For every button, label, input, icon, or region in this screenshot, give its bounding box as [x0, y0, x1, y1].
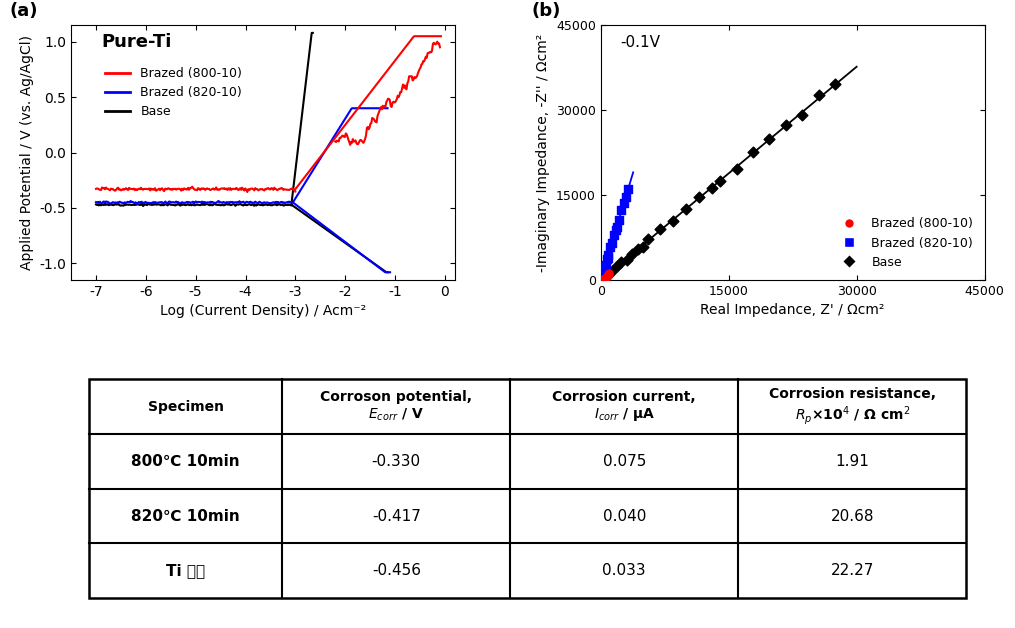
Text: 820℃ 10min: 820℃ 10min — [131, 509, 241, 524]
Point — [598, 273, 614, 283]
Point — [613, 205, 629, 215]
Point — [597, 269, 613, 279]
Point — [601, 269, 617, 279]
Point — [598, 273, 614, 283]
Point — [597, 274, 613, 284]
Point — [594, 273, 610, 283]
Point — [594, 275, 610, 285]
Text: (a): (a) — [9, 2, 39, 20]
Point — [653, 224, 669, 234]
Text: Corrosion resistance,
$R_p$×10$^4$ / Ω cm$^2$: Corrosion resistance, $R_p$×10$^4$ / Ω c… — [768, 387, 936, 426]
Text: 0.033: 0.033 — [603, 563, 647, 578]
Point — [745, 147, 761, 157]
Point — [595, 266, 611, 276]
Point — [712, 176, 728, 186]
Point — [594, 275, 610, 285]
Text: Pure-Ti: Pure-Ti — [102, 33, 173, 51]
Point — [620, 184, 636, 194]
Point — [665, 215, 681, 225]
Point — [827, 79, 843, 89]
Point — [597, 274, 613, 284]
Point — [604, 238, 620, 248]
X-axis label: Log (Current Density) / Acm⁻²: Log (Current Density) / Acm⁻² — [160, 305, 366, 318]
Point — [593, 274, 609, 284]
X-axis label: Real Impedance, Z' / Ωcm²: Real Impedance, Z' / Ωcm² — [700, 303, 885, 317]
Point — [595, 268, 611, 278]
Point — [618, 192, 634, 202]
Point — [608, 263, 624, 273]
Point — [729, 165, 745, 175]
Point — [703, 183, 720, 193]
Legend: Brazed (800-10), Brazed (820-10), Base: Brazed (800-10), Brazed (820-10), Base — [100, 62, 248, 124]
Point — [602, 242, 618, 252]
Point — [609, 222, 625, 232]
Text: 20.68: 20.68 — [830, 509, 874, 524]
Point — [597, 261, 613, 271]
Point — [795, 109, 811, 119]
Point — [600, 269, 616, 279]
Text: Ti 모재: Ti 모재 — [166, 563, 205, 578]
Point — [596, 264, 612, 274]
Point — [611, 215, 627, 225]
Point — [678, 204, 694, 214]
Point — [761, 134, 777, 144]
Point — [596, 274, 612, 284]
Point — [600, 271, 616, 281]
Point — [629, 244, 646, 254]
Text: 22.27: 22.27 — [830, 563, 874, 578]
Legend: Brazed (800-10), Brazed (820-10), Base: Brazed (800-10), Brazed (820-10), Base — [831, 212, 978, 274]
Point — [598, 259, 614, 269]
Text: -0.417: -0.417 — [371, 509, 420, 524]
Text: 1.91: 1.91 — [835, 454, 869, 469]
Text: 0.075: 0.075 — [603, 454, 646, 469]
Point — [690, 192, 706, 202]
Point — [615, 198, 631, 208]
Text: 800℃ 10min: 800℃ 10min — [132, 454, 241, 469]
Point — [602, 268, 618, 278]
Point — [635, 242, 652, 252]
Point — [600, 250, 616, 260]
Point — [624, 249, 640, 259]
Text: -0.1V: -0.1V — [620, 35, 660, 50]
Y-axis label: -Imaginary Impedance, -Z'' / Ωcm²: -Imaginary Impedance, -Z'' / Ωcm² — [537, 33, 550, 272]
Text: Corrosion current,
$I_{corr}$ / μA: Corrosion current, $I_{corr}$ / μA — [552, 390, 696, 423]
Point — [608, 225, 624, 236]
Point — [777, 120, 794, 130]
Point — [596, 274, 612, 284]
Point — [600, 252, 616, 263]
Point — [598, 274, 614, 284]
Text: Specimen: Specimen — [148, 399, 223, 414]
Point — [619, 254, 635, 264]
Point — [599, 254, 615, 264]
Text: Corroson potential,
$E_{corr}$ / V: Corroson potential, $E_{corr}$ / V — [321, 390, 472, 423]
Text: -0.330: -0.330 — [371, 454, 421, 469]
Point — [599, 271, 615, 281]
Point — [811, 90, 827, 100]
Text: 0.040: 0.040 — [603, 509, 646, 524]
Point — [639, 234, 656, 244]
Point — [599, 271, 615, 281]
Text: -0.456: -0.456 — [371, 563, 421, 578]
Y-axis label: Applied Potential / V (vs. Ag/AgCl): Applied Potential / V (vs. Ag/AgCl) — [19, 35, 33, 270]
Point — [595, 274, 611, 284]
Point — [600, 270, 616, 280]
Point — [606, 230, 622, 240]
Point — [613, 257, 629, 267]
Point — [601, 268, 617, 278]
Text: (b): (b) — [532, 2, 561, 20]
